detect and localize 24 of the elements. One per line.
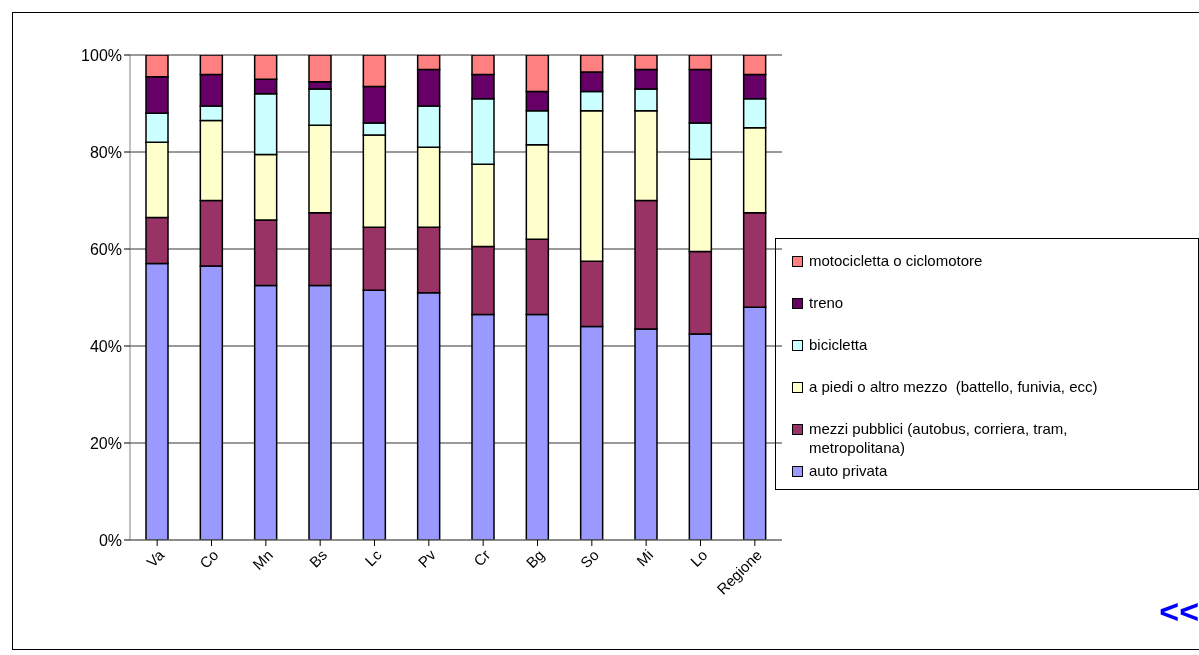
y-tick-label: 20% (89, 434, 122, 452)
legend-label: mezzi pubblici (autobus, corriera, tram, metropolitana) (809, 419, 1069, 457)
legend-label: motocicletta o ciclomotore (809, 251, 984, 270)
x-tick-label: Lc (361, 545, 385, 570)
y-tick-label: 0% (98, 531, 122, 549)
x-tick-label: Cr (470, 546, 494, 570)
x-tick-label: Va (143, 545, 168, 571)
x-tick-label: Mi (633, 546, 657, 570)
y-tick-label: 80% (89, 143, 122, 161)
legend-label: a piedi o altro mezzo (battello, funivia, ecc) (809, 377, 1099, 396)
x-tick-label: So (576, 546, 602, 572)
x-tick-label: Bs (305, 546, 331, 571)
x-tick-label: Lo (686, 546, 711, 570)
x-tick-label: Pv (414, 545, 440, 571)
text: << (1159, 592, 1199, 631)
x-tick-label: Bg (522, 546, 548, 572)
y-tick-label: 100% (81, 46, 122, 64)
legend-label: bicicletta (809, 335, 869, 354)
x-tick-label: Mn (249, 546, 276, 573)
x-tick-label: Co (196, 546, 222, 572)
y-tick-label: 40% (89, 337, 122, 355)
legend-label: auto privata (809, 461, 889, 480)
legend-label: treno (809, 293, 845, 312)
y-tick-label: 60% (89, 240, 122, 258)
